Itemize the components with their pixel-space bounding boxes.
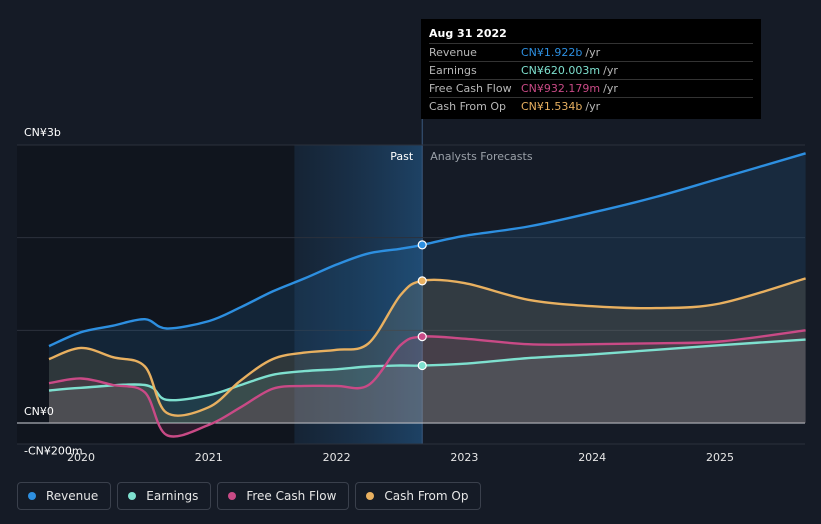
tooltip-row-unit: /yr	[585, 100, 601, 113]
gridlines	[17, 144, 805, 445]
hover-markers	[417, 240, 427, 371]
chart-legend: Revenue Earnings Free Cash Flow Cash Fro…	[17, 482, 482, 510]
revenue-line	[48, 152, 806, 348]
past-region-label: Past	[390, 150, 414, 163]
legend-item-revenue[interactable]: Revenue	[17, 482, 112, 510]
hover-tooltip: Aug 31 2022 Revenue CN¥1.922b /yr Earnin…	[421, 19, 761, 119]
y-tick-label: CN¥3b	[24, 126, 61, 139]
legend-label: Earnings	[146, 489, 199, 503]
tooltip-row-unit: /yr	[585, 46, 601, 59]
tooltip-row-revenue: Revenue CN¥1.922b /yr	[429, 43, 753, 61]
revenue-area	[49, 153, 806, 424]
tooltip-row-cash-from-op: Cash From Op CN¥1.534b /yr	[429, 97, 753, 115]
tooltip-row-value: CN¥1.534b	[521, 100, 583, 113]
tooltip-row-unit: /yr	[603, 64, 618, 77]
x-tick-label: 2025	[706, 451, 734, 464]
legend-item-free-cash-flow[interactable]: Free Cash Flow	[217, 482, 350, 510]
tooltip-row-free-cash-flow: Free Cash Flow CN¥932.179m /yr	[429, 79, 753, 97]
x-tick-label: 2023	[450, 451, 478, 464]
tooltip-row-label: Cash From Op	[429, 100, 507, 113]
legend-dot-icon	[28, 492, 36, 500]
y-tick-label: -CN¥200m	[24, 445, 83, 458]
series-areas	[49, 153, 806, 437]
legend-label: Free Cash Flow	[246, 489, 337, 503]
tooltip-row-value: CN¥620.003m	[521, 64, 601, 77]
tooltip-row-label: Revenue	[429, 46, 477, 59]
cash-from-op-line	[48, 277, 806, 417]
x-tick-label: 2021	[195, 451, 223, 464]
legend-dot-icon	[128, 492, 137, 500]
cash-from-op-marker	[417, 276, 427, 286]
free-cash-flow-marker	[417, 332, 427, 342]
revenue-marker	[417, 240, 427, 250]
y-tick-label: CN¥0	[24, 405, 54, 418]
legend-label: Revenue	[46, 489, 99, 503]
legend-dot-icon	[366, 492, 375, 500]
tooltip-row-value: CN¥932.179m	[521, 82, 601, 95]
earnings-area	[49, 339, 806, 423]
legend-item-cash-from-op[interactable]: Cash From Op	[355, 482, 482, 510]
x-tick-label: 2022	[323, 451, 351, 464]
tooltip-row-unit: /yr	[603, 82, 618, 95]
tooltip-row-label: Earnings	[429, 64, 477, 77]
earnings-line	[48, 338, 806, 402]
x-tick-label: 2020	[67, 451, 95, 464]
tooltip-row-label: Free Cash Flow	[429, 82, 512, 95]
forecast-region-label: Analysts Forecasts	[430, 150, 533, 163]
legend-item-earnings[interactable]: Earnings	[117, 482, 212, 510]
legend-dot-icon	[228, 492, 237, 500]
tooltip-date: Aug 31 2022	[429, 27, 507, 40]
series-lines	[48, 152, 806, 438]
tooltip-row-value: CN¥1.922b	[521, 46, 583, 59]
axis-labels: 2020 2021 2022 2023 2024 2025 CN¥3b CN¥0 -CN¥200…	[24, 126, 734, 464]
free-cash-flow-line	[48, 329, 806, 438]
legend-label: Cash From Op	[384, 489, 469, 503]
tooltip-row-earnings: Earnings CN¥620.003m /yr	[429, 61, 753, 79]
earnings-marker	[417, 360, 427, 371]
x-tick-label: 2024	[578, 451, 606, 464]
